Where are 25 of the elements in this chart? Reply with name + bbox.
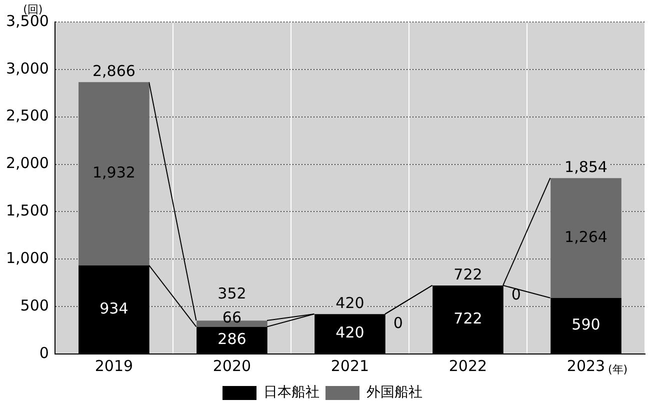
data-label: 934 — [100, 299, 128, 318]
data-label: 1,264 — [564, 228, 608, 246]
y-tick-label: 0 — [39, 344, 49, 362]
x-axis-title: (年) — [608, 362, 628, 376]
bar — [550, 178, 622, 298]
total-label: 2,866 — [92, 62, 136, 80]
x-tick-label: 2023 — [566, 356, 606, 375]
x-tick-label: 2020 — [212, 356, 252, 375]
bar — [78, 82, 150, 266]
data-label: 420 — [336, 324, 364, 342]
data-label: 590 — [572, 316, 600, 334]
legend-label: 外国船社 — [366, 384, 422, 401]
x-tick-label: 2021 — [330, 356, 370, 375]
total-label: 1,854 — [564, 158, 608, 176]
y-tick-label: 500 — [20, 296, 49, 314]
y-tick-label: 2,500 — [6, 106, 49, 125]
y-tick-label: 1,000 — [6, 249, 49, 268]
x-tick-label: 2019 — [94, 356, 134, 375]
y-tick-label: 2,000 — [6, 154, 49, 172]
y-tick-label: 3,000 — [6, 59, 49, 78]
x-tick-label: 2022 — [448, 356, 488, 375]
data-label: 1,932 — [92, 164, 136, 182]
legend-label: 日本船社 — [264, 384, 320, 401]
y-tick-label: 1,500 — [6, 202, 49, 220]
data-label: 286 — [218, 330, 246, 348]
